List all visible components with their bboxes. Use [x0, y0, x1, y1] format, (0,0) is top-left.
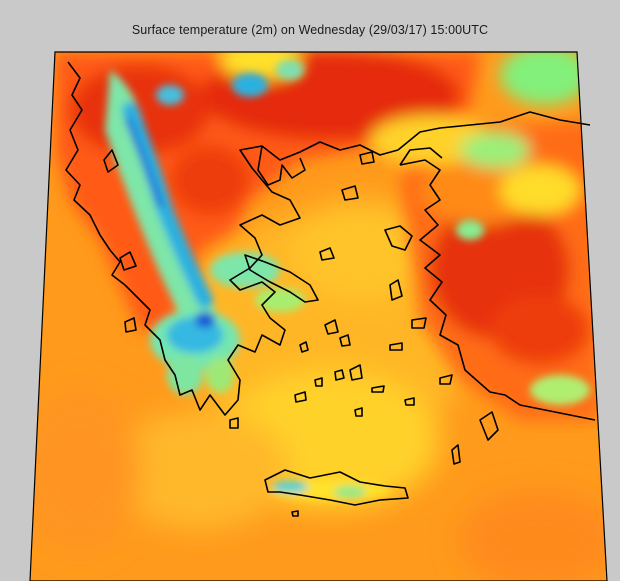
island-santorini: [354, 407, 363, 417]
map-title: Surface temperature (2m) on Wednesday (2…: [131, 23, 489, 37]
island-astypalaia: [404, 397, 415, 406]
island-thasos: [359, 151, 375, 165]
island-zakynthos: [124, 317, 137, 333]
island-ikaria: [389, 342, 403, 351]
island-lemnos: [341, 185, 359, 201]
cold-mountain-field: [105, 60, 590, 500]
island-sifnos: [314, 377, 323, 387]
island-naxos: [349, 364, 363, 381]
coastline-turkey: [397, 111, 596, 421]
coastline-crete: [264, 469, 409, 506]
island-lesvos: [384, 225, 413, 251]
island-tinos: [339, 334, 351, 347]
island-gavdos: [291, 510, 299, 517]
coastline-chalkidiki: [257, 145, 306, 186]
island-samos: [411, 317, 427, 329]
island-amorgos: [371, 385, 385, 393]
island-kos: [439, 374, 453, 385]
coastline-gallipoli: [399, 147, 443, 166]
map-frame: [29, 51, 608, 581]
island-kea: [299, 341, 309, 353]
coastline-evia: [244, 254, 319, 303]
coastline-mainland: [65, 61, 399, 416]
coastlines: [65, 61, 596, 517]
island-kythira: [229, 417, 239, 429]
island-skyros: [319, 247, 335, 261]
island-kefalonia: [119, 251, 137, 271]
island-milos: [294, 391, 307, 403]
island-chios: [389, 279, 403, 301]
island-andros: [324, 319, 339, 335]
island-paros: [334, 369, 345, 381]
island-corfu: [103, 149, 119, 173]
island-rhodes: [479, 411, 499, 441]
island-karpathos: [451, 444, 461, 465]
